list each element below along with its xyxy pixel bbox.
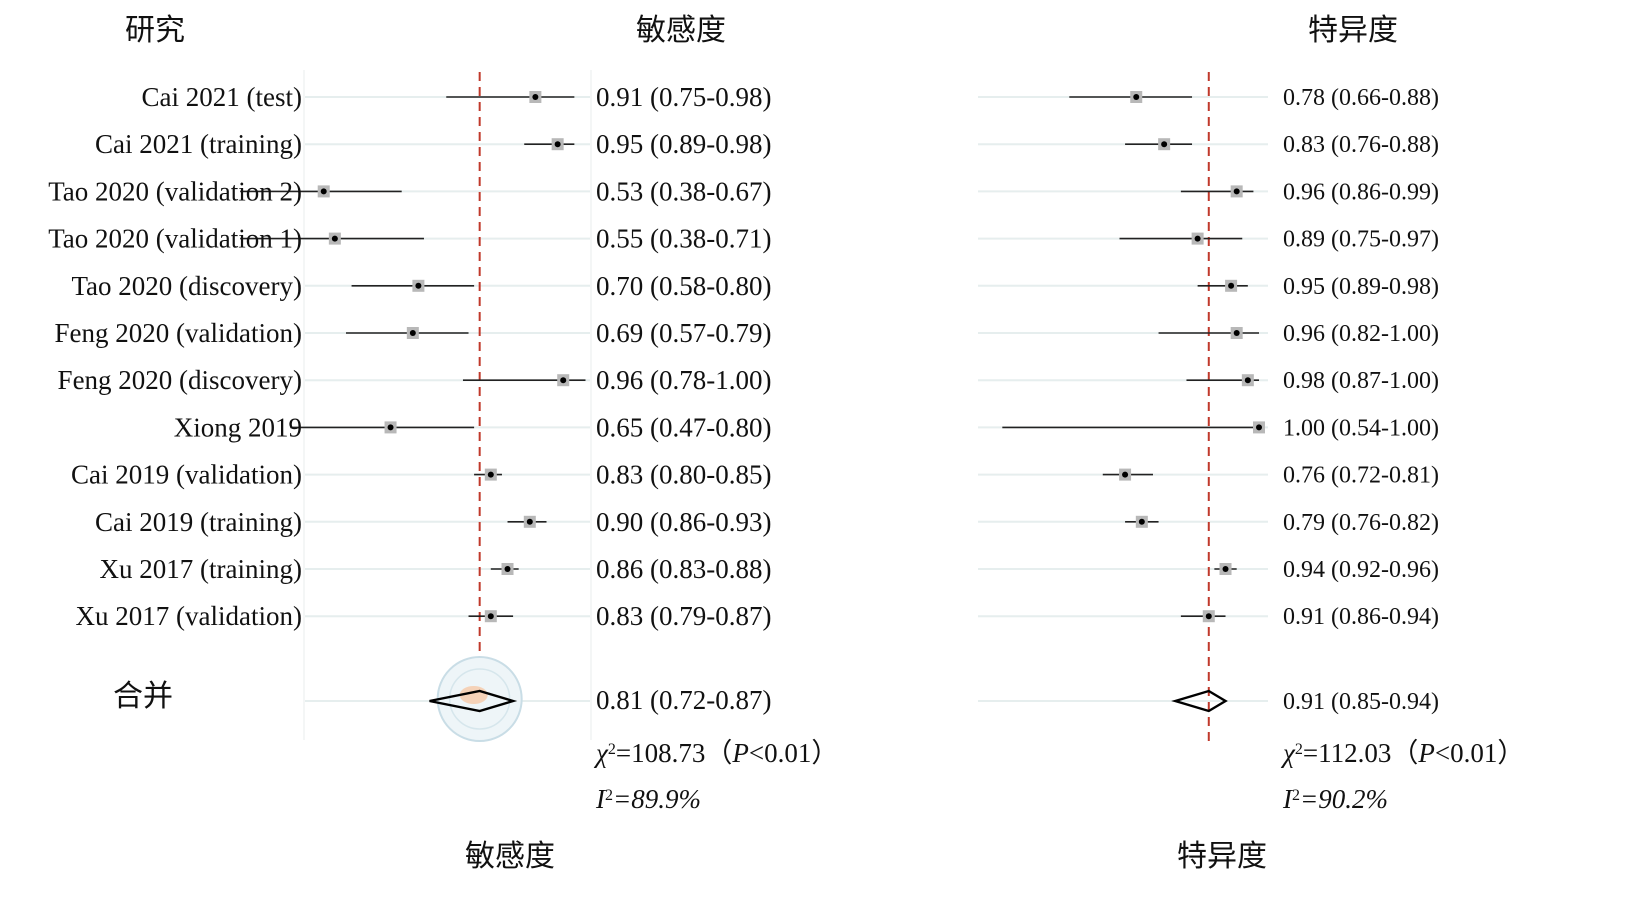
spec-point-estimate	[1161, 141, 1168, 148]
spec-value-label: 0.91 (0.86-0.94)	[1283, 604, 1439, 630]
spec-point-estimate	[1205, 613, 1212, 620]
spec-value-label: 0.95 (0.89-0.98)	[1283, 274, 1439, 300]
spec-point-estimate	[1133, 94, 1140, 100]
study-label: Tao 2020 (validation 2)	[48, 176, 302, 206]
sens-point-estimate	[415, 282, 422, 289]
sens-value-label: 0.83 (0.80-0.85)	[596, 460, 771, 490]
spec-point-estimate	[1138, 518, 1145, 525]
study-label: Feng 2020 (validation)	[55, 318, 302, 348]
spec-point-estimate	[1256, 424, 1262, 431]
spec-value-label: 1.00 (0.54-1.00)	[1283, 415, 1439, 441]
pooled-spec-value-label: 0.91 (0.85-0.94)	[1283, 689, 1439, 715]
sens-value-label: 0.95 (0.89-0.98)	[596, 129, 771, 159]
spec-point-estimate	[1228, 282, 1235, 289]
sens-value-label: 0.86 (0.83-0.88)	[596, 554, 771, 584]
sens-value-label: 0.53 (0.38-0.67)	[596, 176, 771, 206]
header-specificity: 特异度	[1308, 14, 1398, 47]
study-label: Tao 2020 (validation 1)	[48, 224, 302, 254]
study-label: Tao 2020 (discovery)	[71, 271, 302, 301]
sens-value-label: 0.65 (0.47-0.80)	[596, 412, 771, 442]
sens-value-label: 0.90 (0.86-0.93)	[596, 507, 771, 537]
sens-point-estimate	[526, 518, 533, 525]
spec-value-label: 0.76 (0.72-0.81)	[1283, 463, 1439, 489]
sens-point-estimate	[320, 188, 327, 195]
sens-point-estimate	[532, 94, 539, 100]
sens-point-estimate	[409, 330, 416, 336]
sens-point-estimate	[487, 471, 494, 478]
sens-point-estimate	[504, 566, 511, 572]
spec-value-label: 0.96 (0.82-1.00)	[1283, 321, 1439, 347]
sens-value-label: 0.55 (0.38-0.71)	[596, 224, 771, 254]
sens-point-estimate	[487, 613, 494, 620]
spec-point-estimate	[1233, 330, 1240, 336]
sens-value-label: 0.69 (0.57-0.79)	[596, 318, 771, 348]
spec-point-estimate	[1233, 188, 1240, 195]
sens-value-label: 0.83 (0.79-0.87)	[596, 601, 771, 631]
sens-point-estimate	[387, 424, 394, 431]
header-study: 研究	[125, 14, 185, 47]
pooled-sens-value-label: 0.81 (0.72-0.87)	[596, 685, 771, 715]
study-label: Xiong 2019	[174, 412, 302, 442]
spec-value-label: 0.98 (0.87-1.00)	[1283, 368, 1439, 394]
spec-point-estimate	[1244, 377, 1251, 384]
spec-value-label: 0.89 (0.75-0.97)	[1283, 227, 1439, 253]
sens-point-estimate	[560, 377, 567, 384]
sens-value-label: 0.70 (0.58-0.80)	[596, 271, 771, 301]
spec-point-estimate	[1122, 471, 1129, 478]
header-sensitivity: 敏感度	[636, 14, 726, 47]
study-label: Cai 2021 (test)	[142, 82, 302, 112]
study-label: Cai 2021 (training)	[95, 129, 302, 159]
x-axis-title-sensitivity: 敏感度	[465, 840, 555, 873]
spec-pooled-diamond	[1171, 689, 1228, 713]
sens-value-label: 0.91 (0.75-0.98)	[596, 82, 771, 112]
study-label: Cai 2019 (training)	[95, 507, 302, 537]
pooled-label: 合并	[113, 680, 173, 713]
sens-point-estimate	[331, 235, 338, 242]
spec-point-estimate	[1194, 235, 1201, 242]
study-label: Xu 2017 (validation)	[76, 601, 302, 631]
study-label: Cai 2019 (validation)	[71, 460, 302, 490]
sens-chi2-stat: χ2=108.73（P<0.01）	[593, 738, 838, 768]
spec-value-label: 0.94 (0.92-0.96)	[1283, 557, 1439, 583]
spec-chi2-stat: χ2=112.03（P<0.01）	[1280, 738, 1524, 768]
spec-value-label: 0.79 (0.76-0.82)	[1283, 510, 1439, 536]
spec-value-label: 0.83 (0.76-0.88)	[1283, 132, 1439, 158]
study-label: Feng 2020 (discovery)	[58, 365, 302, 395]
spec-value-label: 0.96 (0.86-0.99)	[1283, 179, 1439, 205]
x-axis-title-specificity: 特异度	[1177, 840, 1267, 873]
sens-pooled-diamond	[429, 689, 518, 713]
spec-i2-stat: I2=90.2%	[1282, 784, 1388, 814]
sens-i2-stat: I2=89.9%	[595, 784, 701, 814]
study-label: Xu 2017 (training)	[100, 554, 302, 584]
sens-value-label: 0.96 (0.78-1.00)	[596, 365, 771, 395]
spec-value-label: 0.78 (0.66-0.88)	[1283, 85, 1439, 111]
sens-point-estimate	[554, 141, 561, 148]
spec-point-estimate	[1222, 566, 1229, 572]
